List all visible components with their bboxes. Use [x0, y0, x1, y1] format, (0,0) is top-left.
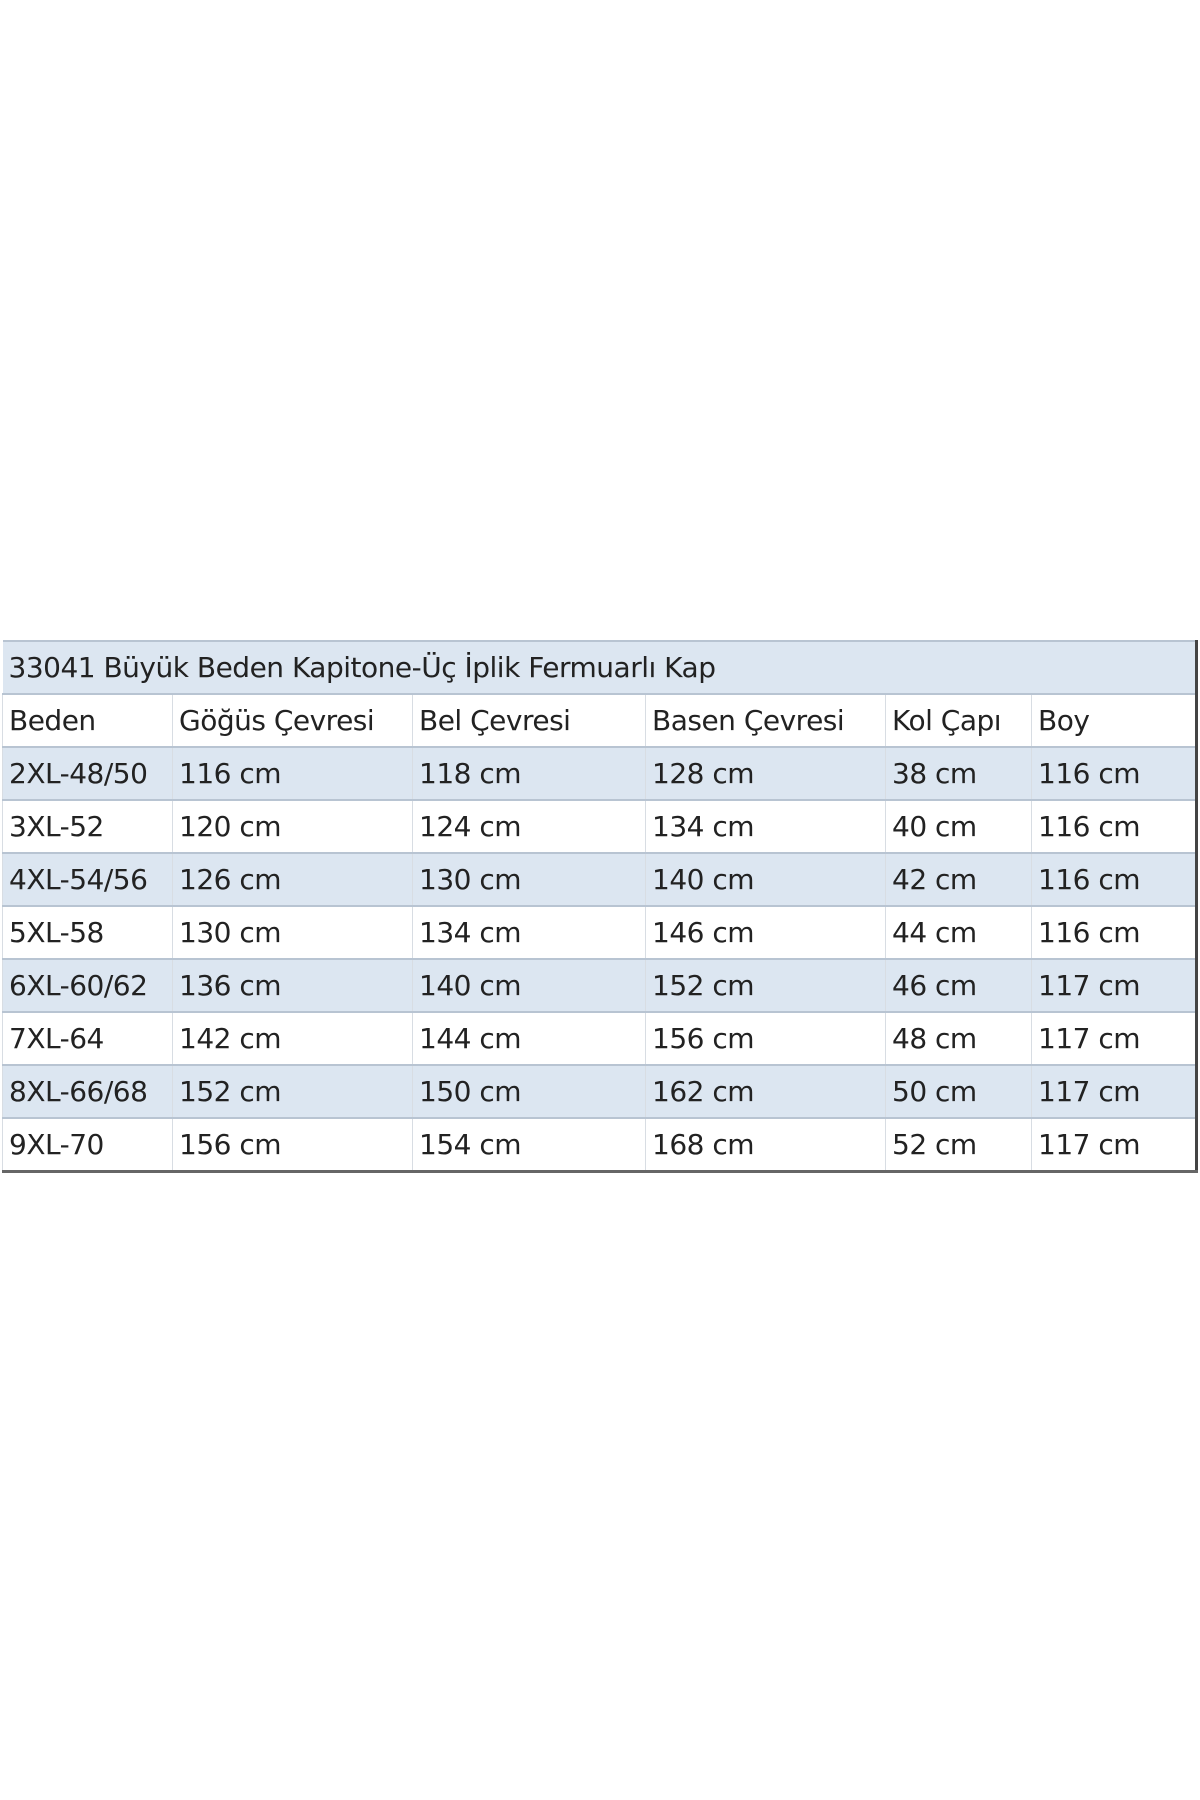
- table-cell: 46 cm: [885, 958, 1032, 1012]
- table-cell: 4XL-54/56: [2, 852, 173, 906]
- table-row: 2XL-48/50 116 cm 118 cm 128 cm 38 cm 116 cm: [2, 746, 1197, 800]
- table-cell: 118 cm: [412, 746, 646, 800]
- title-row: 33041 Büyük Beden Kapitone-Üç İplik Ferm…: [2, 640, 1197, 694]
- table-cell: 134 cm: [412, 905, 646, 959]
- table-cell: 162 cm: [645, 1064, 886, 1118]
- header-cell: Boy: [1030, 693, 1197, 747]
- table-cell: 8XL-66/68: [2, 1064, 173, 1118]
- table-cell: 152 cm: [645, 958, 886, 1012]
- header-row: Beden Göğüs Çevresi Bel Çevresi Basen Çe…: [2, 693, 1197, 747]
- table-cell: 7XL-64: [2, 1011, 173, 1065]
- table-cell: 154 cm: [412, 1117, 646, 1172]
- table-cell: 134 cm: [645, 799, 886, 853]
- table-cell: 152 cm: [172, 1064, 413, 1118]
- header-cell: Beden: [2, 693, 173, 747]
- table-row: 3XL-52 120 cm 124 cm 134 cm 40 cm 116 cm: [2, 799, 1197, 853]
- table-cell: 42 cm: [885, 852, 1032, 906]
- table-cell: 52 cm: [885, 1117, 1032, 1172]
- table-cell: 116 cm: [1030, 799, 1197, 853]
- header-cell: Göğüs Çevresi: [172, 693, 413, 747]
- table-cell: 142 cm: [172, 1011, 413, 1065]
- table-cell: 117 cm: [1030, 1011, 1197, 1065]
- table-row: 4XL-54/56 126 cm 130 cm 140 cm 42 cm 116 cm: [2, 852, 1197, 906]
- table-cell: 9XL-70: [2, 1117, 173, 1172]
- table-cell: 144 cm: [412, 1011, 646, 1065]
- header-cell: Basen Çevresi: [645, 693, 886, 747]
- table-cell: 44 cm: [885, 905, 1032, 959]
- header-cell: Kol Çapı: [885, 693, 1032, 747]
- table-cell: 40 cm: [885, 799, 1032, 853]
- table-cell: 120 cm: [172, 799, 413, 853]
- table-cell: 140 cm: [412, 958, 646, 1012]
- header-cell: Bel Çevresi: [412, 693, 646, 747]
- table-cell: 130 cm: [172, 905, 413, 959]
- table-cell: 38 cm: [885, 746, 1032, 800]
- table-cell: 124 cm: [412, 799, 646, 853]
- table-cell: 168 cm: [645, 1117, 886, 1172]
- table-cell: 117 cm: [1030, 1117, 1197, 1172]
- table-cell: 116 cm: [1030, 746, 1197, 800]
- table-cell: 156 cm: [172, 1117, 413, 1172]
- table-cell: 130 cm: [412, 852, 646, 906]
- size-chart-table: 33041 Büyük Beden Kapitone-Üç İplik Ferm…: [2, 640, 1199, 1173]
- table-cell: 48 cm: [885, 1011, 1032, 1065]
- table-cell: 3XL-52: [2, 799, 173, 853]
- table-row: 7XL-64 142 cm 144 cm 156 cm 48 cm 117 cm: [2, 1011, 1197, 1065]
- table-cell: 156 cm: [645, 1011, 886, 1065]
- table-row: 9XL-70 156 cm 154 cm 168 cm 52 cm 117 cm: [2, 1117, 1197, 1172]
- table-cell: 140 cm: [645, 852, 886, 906]
- table-title: 33041 Büyük Beden Kapitone-Üç İplik Ferm…: [2, 640, 1197, 694]
- table-cell: 126 cm: [172, 852, 413, 906]
- table-row: 5XL-58 130 cm 134 cm 146 cm 44 cm 116 cm: [2, 905, 1197, 959]
- table-cell: 128 cm: [645, 746, 886, 800]
- table-row: 8XL-66/68 152 cm 150 cm 162 cm 50 cm 117 cm: [2, 1064, 1197, 1118]
- table-row: 6XL-60/62 136 cm 140 cm 152 cm 46 cm 117 cm: [2, 958, 1197, 1012]
- table-cell: 116 cm: [172, 746, 413, 800]
- table-cell: 50 cm: [885, 1064, 1032, 1118]
- table-cell: 117 cm: [1030, 1064, 1197, 1118]
- table-cell: 146 cm: [645, 905, 886, 959]
- table-cell: 5XL-58: [2, 905, 173, 959]
- table-cell: 6XL-60/62: [2, 958, 173, 1012]
- table-cell: 2XL-48/50: [2, 746, 173, 800]
- table-cell: 150 cm: [412, 1064, 646, 1118]
- table-cell: 136 cm: [172, 958, 413, 1012]
- table-cell: 116 cm: [1030, 852, 1197, 906]
- table-cell: 117 cm: [1030, 958, 1197, 1012]
- table-cell: 116 cm: [1030, 905, 1197, 959]
